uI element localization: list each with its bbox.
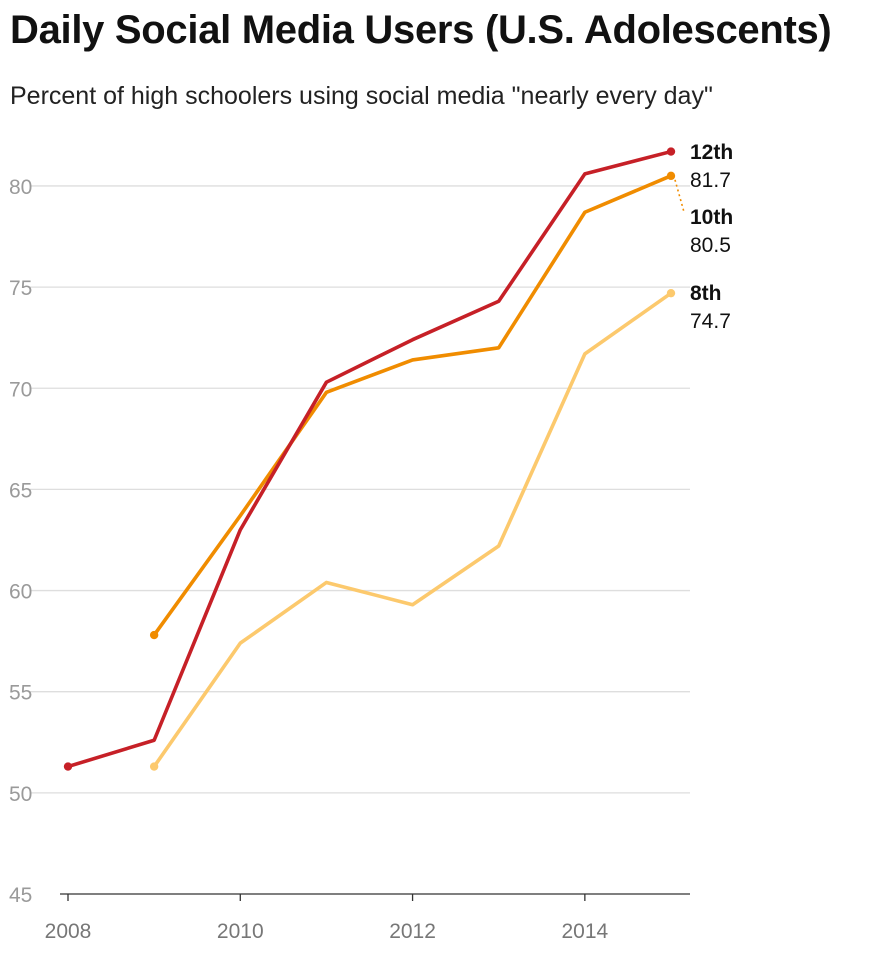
- x-tick-label-2010: 2010: [217, 920, 264, 943]
- chart-title: Daily Social Media Users (U.S. Adolescen…: [10, 8, 832, 52]
- series-leader-10th: [674, 179, 685, 213]
- y-tick-label-55: 55: [9, 682, 32, 705]
- x-tick-label-2014: 2014: [561, 920, 608, 943]
- y-tick-label-65: 65: [9, 479, 32, 502]
- series-point-12th-2015: [666, 147, 676, 156]
- y-tick-label-80: 80: [9, 176, 32, 199]
- y-tick-label-45: 45: [9, 884, 32, 907]
- chart-subtitle: Percent of high schoolers using social m…: [10, 82, 713, 110]
- x-tick-label-2008: 2008: [45, 920, 92, 943]
- series-point-8th-2015: [666, 288, 676, 298]
- y-tick-label-50: 50: [9, 783, 32, 806]
- series-value-label-12th: 81.7: [690, 169, 731, 192]
- series-line-12th: [66, 149, 673, 769]
- series-value-label-8th: 74.7: [690, 310, 731, 333]
- series-value-label-10th: 80.5: [690, 234, 731, 257]
- series-label-8th: 8th: [690, 282, 722, 305]
- y-tick-label-60: 60: [9, 581, 32, 604]
- series-label-10th: 10th: [690, 206, 733, 229]
- series-line-8th: [152, 291, 673, 769]
- series-line-10th: [152, 174, 673, 637]
- x-tick-label-2012: 2012: [389, 920, 436, 943]
- series-point-12th-2008: [63, 762, 73, 771]
- series-point-10th-2015: [666, 171, 676, 181]
- y-tick-label-75: 75: [9, 277, 32, 300]
- series-point-8th-2009: [149, 762, 159, 771]
- y-tick-label-70: 70: [9, 378, 32, 401]
- series-point-10th-2009: [149, 630, 159, 640]
- series-label-12th: 12th: [690, 141, 733, 164]
